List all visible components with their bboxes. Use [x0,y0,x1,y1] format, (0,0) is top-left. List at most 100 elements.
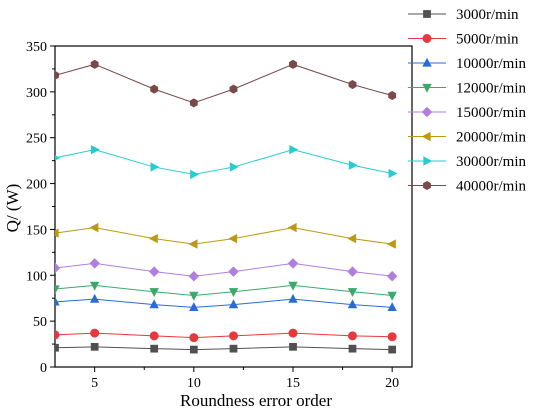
data-point [347,266,358,277]
data-point [347,299,358,309]
data-point [229,162,239,172]
x-tick-label: 15 [286,376,300,391]
data-point [347,288,358,298]
data-point [388,345,397,354]
data-point [89,258,100,269]
data-point [386,270,398,282]
data-point [90,342,99,351]
data-point [150,162,160,172]
data-point [189,345,198,354]
data-point [348,160,358,170]
legend-marker [423,10,431,18]
series-line-15000r/min [55,262,393,277]
data-point [55,330,60,340]
x-tick-label: 20 [385,376,399,391]
data-point [289,144,299,155]
data-point [229,331,239,341]
data-point [55,262,61,274]
data-point [288,293,298,303]
x-axis-title: Roundness error order [180,391,332,410]
data-point [150,344,159,353]
x-tick-label: 5 [91,376,98,391]
series-line-40000r/min [55,63,393,104]
y-tick-label: 150 [26,223,47,238]
legend-marker [422,83,432,93]
plot-border [54,45,413,368]
y-axis-ticks: 0 50 100 150 200 250 300 350 [26,40,55,376]
y-tick-label: 100 [26,269,47,284]
data-point [388,90,397,101]
series-markers [55,59,398,354]
series-line-5000r/min [55,332,393,339]
legend-marker [422,33,432,43]
legend-label: 5000r/min [456,32,519,48]
y-tick-label: 300 [26,86,47,101]
data-point [90,328,100,338]
data-point [55,228,59,238]
data-point [348,344,357,353]
series-line-30000r/min [55,149,393,175]
series-line-3000r/min [55,346,393,351]
data-point [89,281,100,291]
legend-marker [421,106,433,118]
legend-label: 10000r/min [456,56,526,72]
data-point [289,342,297,351]
series-lines [55,63,393,351]
data-point [387,332,397,342]
data-point [348,79,357,90]
x-tick-label: 10 [187,376,201,391]
data-point [148,266,160,277]
data-point [229,344,238,353]
legend: 3000r/min 5000r/min 10000r/min 12000r/min 15… [408,7,526,195]
data-point [228,266,239,277]
data-point [55,296,60,306]
data-point [388,168,398,179]
data-point [288,328,298,338]
series-line-12000r/min [55,284,393,296]
data-point [289,59,297,69]
data-point [228,288,239,298]
data-point [188,239,198,249]
data-point [228,299,239,309]
y-axis-title: Q/ (W) [3,184,22,233]
data-point [189,302,199,312]
legend-label: 30000r/min [456,154,526,170]
data-point [149,331,159,341]
y-tick-label: 200 [26,178,47,193]
data-point [387,302,397,312]
data-point [386,239,396,249]
data-point [90,59,99,69]
data-point [149,288,159,298]
data-point [189,333,199,343]
y-tick-label: 0 [40,361,47,376]
data-point [149,299,159,309]
data-point [189,98,198,108]
data-point [387,291,397,301]
y-tick-label: 250 [26,132,47,147]
data-point [287,222,297,233]
series-line-10000r/min [55,298,393,308]
legend-label: 3000r/min [456,7,519,23]
plot-frame [54,45,413,368]
data-point [189,291,199,301]
data-point [89,293,100,303]
data-point [55,343,59,352]
data-point [91,144,100,155]
y-tick-label: 350 [26,40,47,55]
data-point [148,233,158,244]
legend-label: 15000r/min [456,105,526,121]
data-point [347,233,357,244]
data-point [287,258,299,269]
legend-label: 40000r/min [456,179,526,195]
data-point [89,222,99,233]
data-point [229,84,238,94]
data-point [150,84,159,94]
data-point [55,155,61,161]
legend-marker [423,156,433,166]
data-point [228,233,238,244]
legend-marker [421,131,431,142]
data-point [55,285,60,295]
data-point [188,270,200,282]
y-tick-label: 50 [33,315,47,330]
